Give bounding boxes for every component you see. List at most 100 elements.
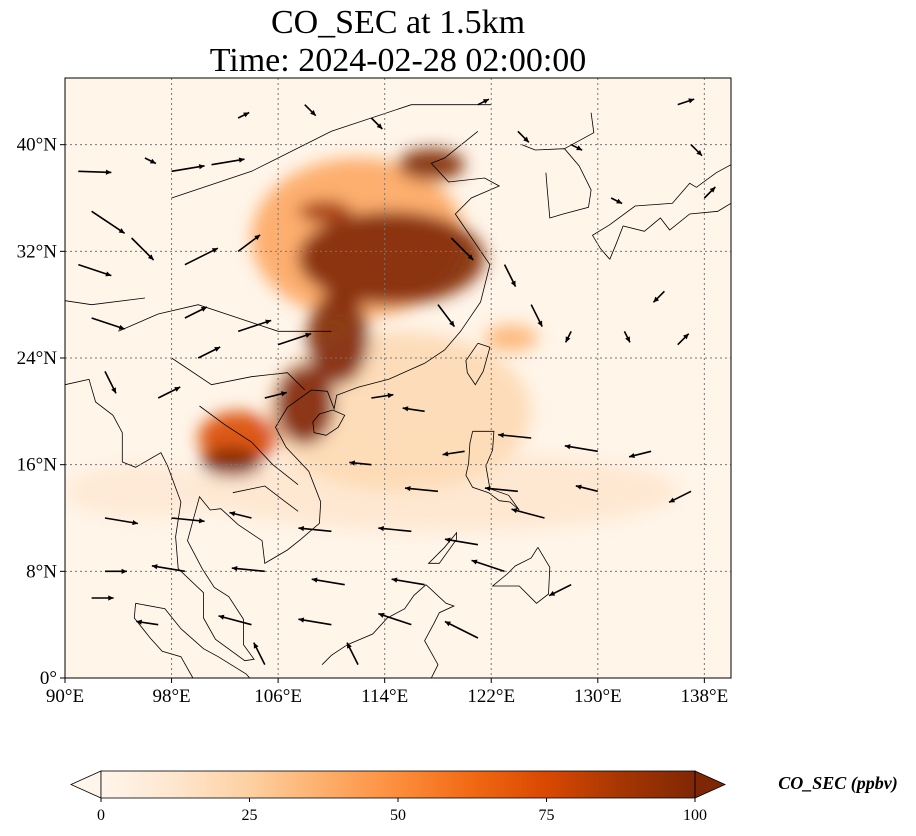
y-tick-label: 8°N — [26, 561, 57, 582]
coastline-segment — [135, 602, 251, 678]
x-tick-label: 138°E — [681, 686, 729, 707]
coastline-segment — [321, 584, 427, 665]
y-tick-label: 0° — [40, 668, 57, 689]
wind-arrow — [575, 484, 598, 493]
y-tick-label: 16°N — [17, 455, 58, 476]
wind-arrow — [652, 290, 665, 303]
x-tick-label: 122°E — [467, 686, 515, 707]
wind-arrow — [311, 577, 345, 586]
co-plume — [307, 291, 369, 385]
coastline-segment — [591, 164, 731, 260]
wind-arrow — [136, 619, 159, 626]
wind-arrow — [229, 511, 252, 519]
wind-arrow — [471, 559, 505, 573]
wind-arrow — [517, 130, 530, 143]
wind-arrow — [391, 577, 425, 586]
wind-arrow — [370, 117, 383, 130]
wind-arrow — [144, 157, 157, 165]
coastline-segment — [465, 430, 520, 511]
coastline-segment — [427, 531, 457, 564]
wind-arrow — [218, 614, 252, 626]
colorbar-tick-label: 100 — [683, 807, 707, 824]
wind-arrow — [157, 386, 181, 399]
wind-arrow — [78, 263, 112, 277]
colorbar-tick-label: 0 — [97, 807, 105, 824]
wind-arrow — [171, 164, 205, 173]
co-plume — [200, 447, 263, 477]
colorbar-tick-label: 50 — [390, 807, 406, 824]
wind-arrow — [564, 330, 572, 343]
wind-arrow — [628, 450, 652, 459]
wind-arrow — [477, 98, 490, 106]
wind-arrow — [503, 264, 517, 288]
wind-arrow — [437, 304, 456, 328]
wind-arrow — [511, 508, 545, 519]
wind-arrow — [277, 332, 312, 346]
coastline-segment — [171, 357, 306, 391]
wind-arrow — [564, 444, 598, 453]
coastline-segment — [133, 603, 194, 678]
colorbar-label: CO_SEC (ppbv) — [778, 773, 898, 794]
gridlines — [65, 78, 731, 678]
wind-arrow — [548, 583, 572, 597]
wind-arrow — [498, 432, 532, 439]
map-title: CO_SEC at 1.5km — [270, 4, 526, 41]
x-tick-label: 114°E — [361, 686, 408, 707]
wind-arrow — [346, 642, 359, 666]
x-tick-label: 130°E — [574, 686, 622, 707]
wind-arrow — [298, 617, 332, 626]
coastline-segment — [312, 409, 346, 436]
wind-arrow — [349, 460, 372, 466]
wind-arrow — [91, 210, 126, 234]
y-tick-label: 24°N — [17, 348, 58, 369]
wind-arrow — [104, 568, 127, 574]
wind-arrow — [104, 517, 139, 526]
coastlines — [65, 104, 731, 678]
co-plume — [275, 364, 335, 445]
wind-arrow — [197, 346, 221, 359]
coastline-segment — [199, 405, 299, 486]
colorbar-tick-label: 75 — [539, 807, 555, 824]
wind-arrow — [378, 612, 412, 626]
wind-arrow — [484, 485, 518, 493]
wind-arrow — [184, 247, 219, 266]
wind-arrow — [450, 237, 474, 261]
x-tick-label: 98°E — [152, 686, 190, 707]
map-frame — [64, 77, 732, 679]
wind-arrow — [237, 111, 250, 119]
wind-arrow — [404, 485, 439, 493]
x-tick-label: 90°E — [46, 686, 84, 707]
colorbar-tick-label: 25 — [242, 807, 258, 824]
wind-arrow — [211, 157, 245, 166]
coastline-segment — [171, 104, 492, 199]
x-tick-label: 106°E — [254, 686, 302, 707]
wind-arrow — [371, 392, 394, 399]
wind-arrow — [151, 564, 186, 573]
wind-arrow — [530, 304, 543, 328]
coastline-segment — [118, 304, 332, 332]
wind-arrow — [91, 317, 125, 330]
colorbar-extend-min — [70, 770, 102, 799]
longitude-ticks: 90°E 98°E 106°E 114°E 122°E 130°E 138°E — [46, 678, 728, 707]
coastline-segment — [65, 297, 145, 306]
y-tick-label: 32°N — [17, 241, 58, 262]
wind-arrow — [442, 450, 465, 457]
wind-arrow — [610, 197, 623, 205]
wind-arrow — [253, 642, 266, 666]
wind-arrow — [91, 595, 114, 601]
wind-arrow — [298, 525, 332, 533]
coastline-segment — [491, 547, 551, 604]
wind-arrow — [131, 237, 155, 261]
wind-arrow — [184, 306, 208, 319]
wind-arrow — [237, 234, 261, 252]
wind-arrow — [703, 186, 716, 199]
co-plume — [484, 324, 538, 352]
colorbar-gradient — [101, 771, 695, 798]
colorbar: 0 25 50 75 100 CO_SEC (ppbv) — [70, 770, 898, 824]
wind-arrow — [171, 517, 205, 524]
co-plume — [298, 200, 352, 222]
wind-arrow — [444, 620, 479, 639]
coastline-segment — [521, 144, 592, 219]
wind-arrow — [668, 490, 692, 504]
wind-arrow — [304, 104, 317, 117]
